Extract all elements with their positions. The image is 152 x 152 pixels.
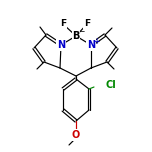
Text: −: − <box>78 28 84 36</box>
Text: N: N <box>87 40 95 50</box>
Text: +: + <box>93 36 99 45</box>
Text: O: O <box>72 130 80 140</box>
Text: N: N <box>57 40 65 50</box>
Text: Cl: Cl <box>105 80 116 90</box>
Text: F: F <box>84 19 90 29</box>
Text: F: F <box>60 19 66 29</box>
Text: B: B <box>72 31 80 41</box>
